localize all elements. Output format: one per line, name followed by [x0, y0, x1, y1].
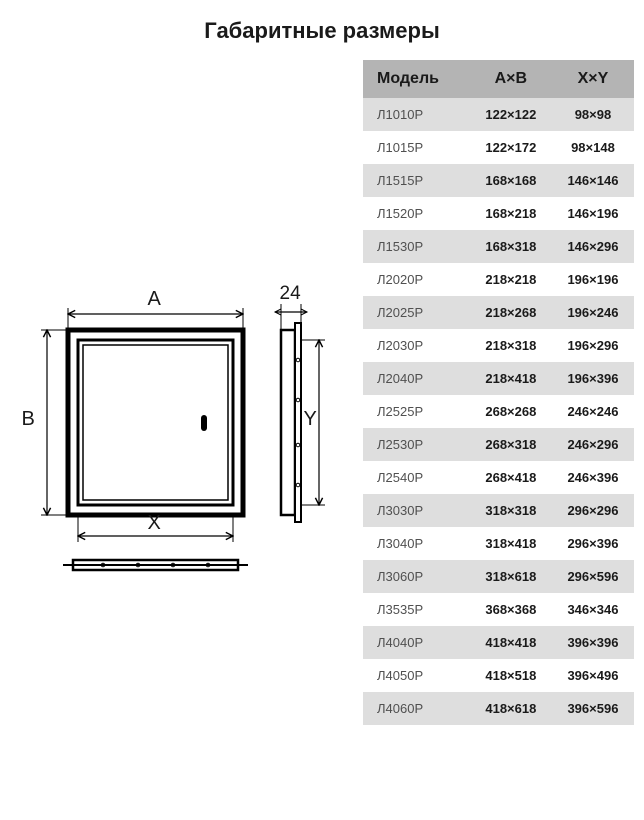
- cell-xy: 396×396: [552, 626, 634, 659]
- cell-ab: 318×418: [470, 527, 552, 560]
- cell-xy: 246×396: [552, 461, 634, 494]
- dimensions-table: Модель A×B X×Y Л1010Р122×12298×98Л1015Р1…: [363, 60, 634, 725]
- cell-model: Л3060Р: [363, 560, 470, 593]
- cell-ab: 318×618: [470, 560, 552, 593]
- table-row: Л4060Р418×618396×596: [363, 692, 634, 725]
- cell-model: Л4060Р: [363, 692, 470, 725]
- cell-xy: 196×246: [552, 296, 634, 329]
- cell-ab: 218×418: [470, 362, 552, 395]
- cell-model: Л1515Р: [363, 164, 470, 197]
- cell-xy: 296×396: [552, 527, 634, 560]
- cell-ab: 418×418: [470, 626, 552, 659]
- table-body: Л1010Р122×12298×98Л1015Р122×17298×148Л15…: [363, 98, 634, 725]
- table-row: Л1515Р168×168146×146: [363, 164, 634, 197]
- table-header: Модель A×B X×Y: [363, 60, 634, 98]
- label-x: X: [148, 512, 161, 535]
- cell-ab: 418×618: [470, 692, 552, 725]
- cell-model: Л1015Р: [363, 131, 470, 164]
- table-row: Л4040Р418×418396×396: [363, 626, 634, 659]
- cell-xy: 246×296: [552, 428, 634, 461]
- cell-model: Л3535Р: [363, 593, 470, 626]
- cell-xy: 98×148: [552, 131, 634, 164]
- cell-xy: 246×246: [552, 395, 634, 428]
- cell-xy: 146×296: [552, 230, 634, 263]
- cell-model: Л1520Р: [363, 197, 470, 230]
- cell-model: Л2025Р: [363, 296, 470, 329]
- cell-xy: 146×196: [552, 197, 634, 230]
- cell-ab: 418×518: [470, 659, 552, 692]
- cell-ab: 168×218: [470, 197, 552, 230]
- cell-ab: 122×122: [470, 98, 552, 131]
- col-model: Модель: [363, 60, 470, 98]
- cell-ab: 168×168: [470, 164, 552, 197]
- cell-ab: 122×172: [470, 131, 552, 164]
- label-y: Y: [304, 408, 317, 431]
- table-row: Л3030Р318×318296×296: [363, 494, 634, 527]
- table-row: Л3060Р318×618296×596: [363, 560, 634, 593]
- label-depth: 24: [280, 283, 301, 305]
- page-title: Габаритные размеры: [10, 18, 634, 44]
- cell-xy: 396×496: [552, 659, 634, 692]
- cell-model: Л2525Р: [363, 395, 470, 428]
- cell-xy: 396×596: [552, 692, 634, 725]
- table-row: Л2030Р218×318196×296: [363, 329, 634, 362]
- cell-model: Л1010Р: [363, 98, 470, 131]
- cell-model: Л4040Р: [363, 626, 470, 659]
- table-row: Л2525Р268×268246×246: [363, 395, 634, 428]
- cell-xy: 296×596: [552, 560, 634, 593]
- cell-ab: 368×368: [470, 593, 552, 626]
- table-row: Л1520Р168×218146×196: [363, 197, 634, 230]
- cell-model: Л4050Р: [363, 659, 470, 692]
- cell-model: Л2020Р: [363, 263, 470, 296]
- content-row: A B X Y 24 Модель A×B X×Y Л1010Р122×1229…: [10, 60, 634, 725]
- cell-model: Л2530Р: [363, 428, 470, 461]
- cell-xy: 146×146: [552, 164, 634, 197]
- page-container: Габаритные размеры: [0, 0, 644, 735]
- cell-ab: 268×418: [470, 461, 552, 494]
- cell-ab: 318×318: [470, 494, 552, 527]
- cell-ab: 168×318: [470, 230, 552, 263]
- cell-xy: 346×346: [552, 593, 634, 626]
- cell-ab: 268×318: [470, 428, 552, 461]
- table-row: Л2040Р218×418196×396: [363, 362, 634, 395]
- cell-ab: 218×268: [470, 296, 552, 329]
- cell-ab: 218×318: [470, 329, 552, 362]
- cell-xy: 296×296: [552, 494, 634, 527]
- cell-xy: 98×98: [552, 98, 634, 131]
- table-row: Л1530Р168×318146×296: [363, 230, 634, 263]
- cell-model: Л3040Р: [363, 527, 470, 560]
- table-row: Л4050Р418×518396×496: [363, 659, 634, 692]
- table-row: Л2025Р218×268196×246: [363, 296, 634, 329]
- diagram-column: A B X Y 24: [10, 60, 355, 590]
- table-row: Л2530Р268×318246×296: [363, 428, 634, 461]
- col-ab: A×B: [470, 60, 552, 98]
- cell-ab: 268×268: [470, 395, 552, 428]
- cell-xy: 196×196: [552, 263, 634, 296]
- cell-model: Л3030Р: [363, 494, 470, 527]
- dimension-diagram: A B X Y 24: [23, 290, 343, 590]
- diagram-svg: [23, 290, 343, 590]
- table-column: Модель A×B X×Y Л1010Р122×12298×98Л1015Р1…: [363, 60, 634, 725]
- table-row: Л1015Р122×17298×148: [363, 131, 634, 164]
- table-row: Л3535Р368×368346×346: [363, 593, 634, 626]
- cell-xy: 196×296: [552, 329, 634, 362]
- cell-xy: 196×396: [552, 362, 634, 395]
- table-row: Л2020Р218×218196×196: [363, 263, 634, 296]
- cell-model: Л1530Р: [363, 230, 470, 263]
- label-a: A: [148, 288, 161, 311]
- table-row: Л1010Р122×12298×98: [363, 98, 634, 131]
- table-row: Л3040Р318×418296×396: [363, 527, 634, 560]
- table-row: Л2540Р268×418246×396: [363, 461, 634, 494]
- cell-model: Л2540Р: [363, 461, 470, 494]
- cell-model: Л2040Р: [363, 362, 470, 395]
- cell-model: Л2030Р: [363, 329, 470, 362]
- col-xy: X×Y: [552, 60, 634, 98]
- cell-ab: 218×218: [470, 263, 552, 296]
- label-b: B: [22, 408, 35, 431]
